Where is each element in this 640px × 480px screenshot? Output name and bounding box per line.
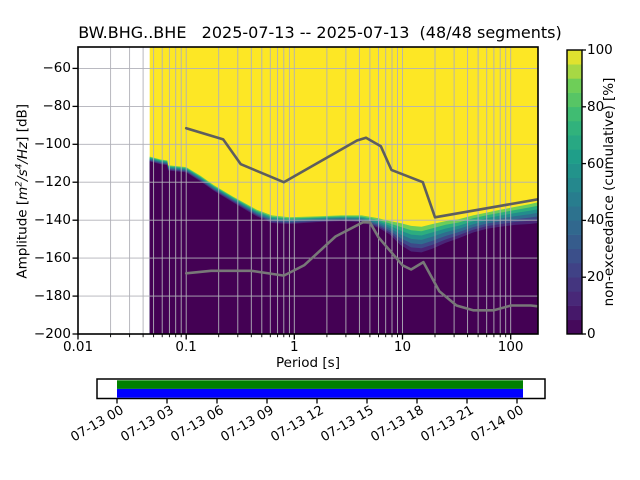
coverage-timeline (96, 378, 546, 404)
x-tick-label: 0.1 (175, 339, 197, 355)
colorbar-tick-label: 60 (587, 155, 605, 172)
y-tick-label: −180 (33, 288, 71, 305)
colorbar-tick-label: 100 (587, 42, 613, 58)
y-tick-label: −80 (42, 98, 72, 115)
coverage-bar-bottom (117, 388, 523, 398)
x-tick-label: 1 (290, 339, 299, 355)
x-tick-label: 10 (393, 339, 412, 355)
x-axis-label: Period [s] (276, 355, 340, 371)
y-tick-label: −140 (33, 212, 71, 229)
y-tick-label: −120 (33, 174, 71, 191)
low-noise-model-line (184, 221, 538, 312)
grid (78, 47, 538, 334)
colorbar (566, 49, 586, 335)
y-tick-label: −100 (33, 136, 71, 153)
heatmap (149, 47, 538, 334)
x-tick-label: 0.01 (62, 339, 94, 355)
coverage-bar-top (117, 380, 523, 389)
colorbar-tick-label: 40 (587, 212, 605, 229)
colorbar-label: non-exceedance (cumulative) [%] (601, 77, 617, 307)
high-noise-model-line (184, 126, 538, 219)
colorbar-tick-label: 80 (587, 98, 605, 115)
y-tick-label: −200 (33, 326, 71, 342)
plot-border (77, 46, 539, 335)
x-tick-label: 100 (497, 339, 524, 355)
chart-title: BW.BHG..BHE 2025-07-13 -- 2025-07-13 (48… (78, 23, 562, 42)
axis-ticks (72, 67, 512, 340)
y-tick-label: −160 (33, 250, 71, 267)
colorbar-tick-label: 20 (587, 269, 605, 286)
colorbar-tick-label: 0 (587, 326, 596, 342)
y-tick-label: −60 (42, 60, 72, 77)
